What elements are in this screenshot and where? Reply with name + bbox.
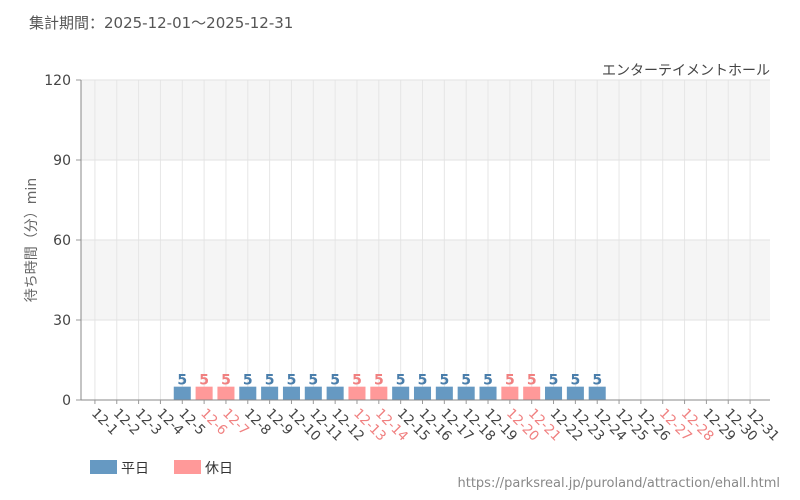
- y-tick-label: 120: [44, 73, 71, 89]
- data-label-12-7: 5: [221, 373, 231, 389]
- plot-band: [81, 80, 770, 160]
- data-label-12-10: 5: [287, 373, 297, 389]
- bar-12-11: [304, 386, 322, 400]
- data-label-12-14: 5: [374, 373, 384, 389]
- bar-12-14: [370, 386, 388, 400]
- y-tick-label: 90: [53, 153, 71, 169]
- x-axis-ticks: 12-112-212-312-412-512-612-712-812-912-1…: [88, 400, 782, 445]
- data-label-12-11: 5: [308, 373, 318, 389]
- gridlines: [81, 79, 770, 400]
- bar-12-16: [413, 386, 432, 400]
- y-axis-ticks: 0 30 60 90 120: [44, 73, 81, 409]
- data-label-12-22: 5: [549, 373, 559, 389]
- bar-12-23: [566, 386, 584, 400]
- bar-12-20: [501, 386, 519, 400]
- bar-12-22: [545, 386, 563, 400]
- bar-12-19: [479, 386, 497, 400]
- data-label-12-24: 5: [592, 373, 602, 389]
- data-label-12-8: 5: [243, 373, 253, 389]
- legend: 平日 休日: [90, 460, 233, 477]
- plot-background: [81, 80, 770, 400]
- legend-swatch-weekday: [90, 460, 117, 474]
- legend-swatch-holiday: [174, 460, 201, 474]
- axes: [80, 80, 770, 401]
- bar-12-8: [239, 386, 257, 400]
- y-tick-label: 30: [53, 313, 71, 329]
- data-label-12-16: 5: [418, 373, 428, 389]
- bars: [173, 386, 606, 400]
- bar-12-10: [282, 386, 300, 400]
- bar-12-17: [435, 386, 453, 400]
- bar-12-24: [588, 386, 606, 400]
- data-label-12-15: 5: [396, 373, 406, 389]
- period-label: 集計期間：2025-12-01～2025-12-31: [29, 14, 293, 32]
- data-label-12-20: 5: [505, 373, 515, 389]
- data-label-12-17: 5: [439, 373, 449, 389]
- legend-label-weekday: 平日: [121, 461, 149, 477]
- data-label-12-12: 5: [330, 373, 340, 389]
- bar-12-13: [348, 386, 366, 400]
- data-label-12-13: 5: [352, 373, 362, 389]
- bar-12-5: [173, 386, 191, 400]
- data-label-12-23: 5: [570, 373, 580, 389]
- bar-12-18: [457, 386, 475, 400]
- bar-12-15: [392, 386, 410, 400]
- y-tick-label: 0: [62, 393, 71, 409]
- data-label-12-21: 5: [527, 373, 537, 389]
- bar-12-12: [326, 386, 344, 400]
- bar-12-9: [261, 386, 279, 400]
- data-label-12-6: 5: [199, 373, 209, 389]
- legend-label-holiday: 休日: [205, 461, 233, 477]
- plot-band: [81, 160, 770, 240]
- data-label-12-5: 5: [177, 373, 187, 389]
- bar-12-21: [523, 386, 541, 400]
- bar-12-7: [217, 386, 235, 400]
- bar-12-6: [195, 386, 213, 400]
- y-axis-label: 待ち時間（分）min: [24, 178, 40, 302]
- data-label-12-19: 5: [483, 373, 493, 389]
- plot-band: [81, 240, 770, 320]
- chart-subtitle: エンターテイメントホール: [602, 63, 770, 79]
- y-tick-label: 60: [53, 233, 71, 249]
- source-url[interactable]: https://parksreal.jp/puroland/attraction…: [458, 476, 781, 491]
- data-label-12-9: 5: [265, 373, 275, 389]
- data-label-12-18: 5: [461, 373, 471, 389]
